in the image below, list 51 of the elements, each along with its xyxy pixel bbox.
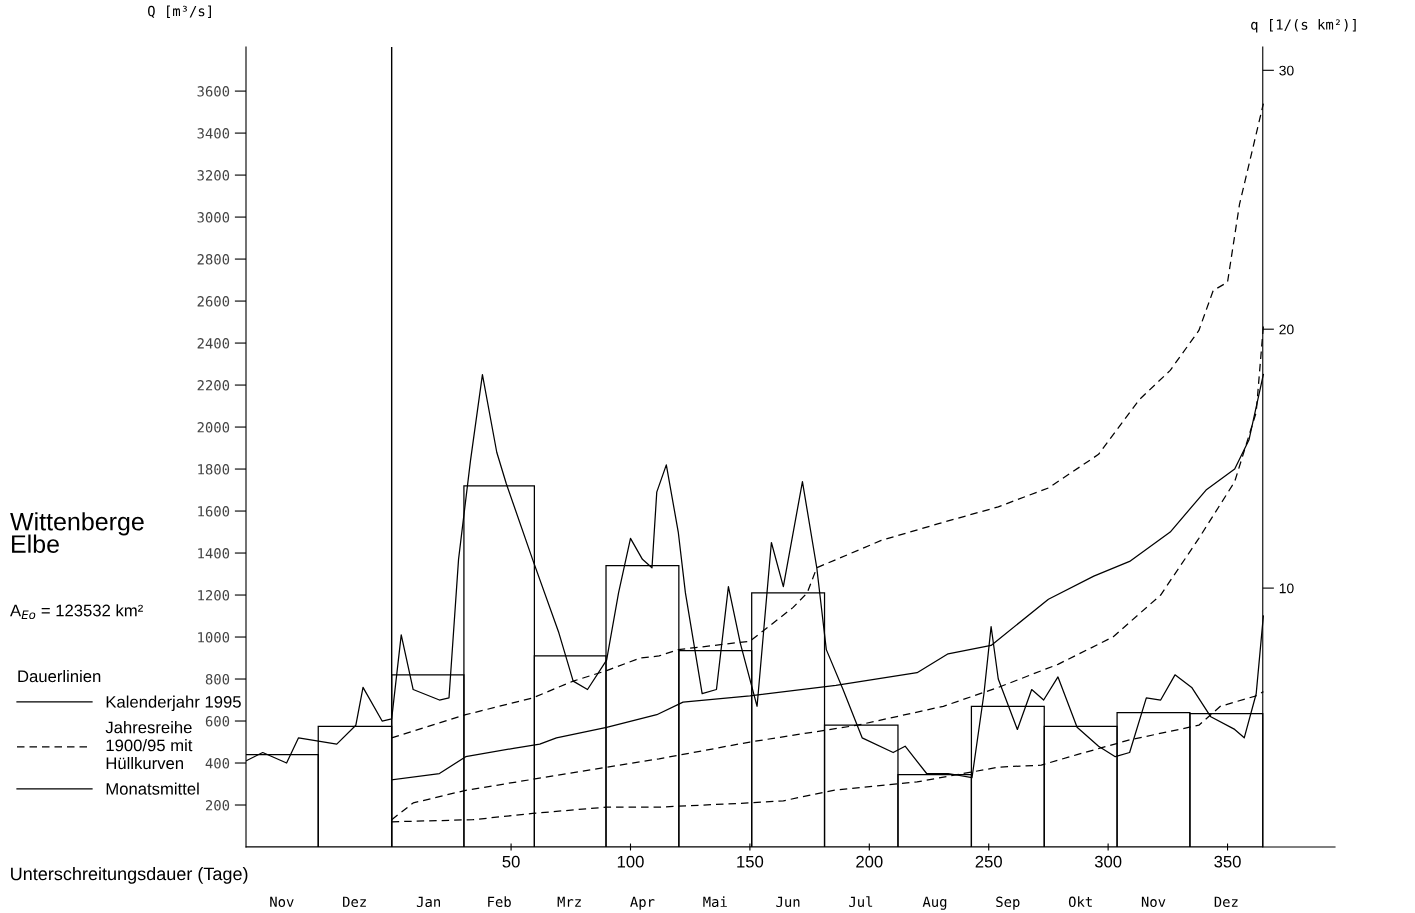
- x-tick-label: 250: [975, 855, 1002, 868]
- y-tick-label: 2000: [197, 422, 230, 433]
- y-tick-label: 1200: [198, 590, 230, 601]
- text: Mai: [703, 896, 727, 908]
- y-tick-label: 800: [205, 674, 230, 685]
- y-tick-label: 3200: [197, 170, 230, 181]
- y-tick-label: 1000: [198, 632, 230, 643]
- y2-tick-label: 20: [1279, 324, 1294, 335]
- y-tick-label: 2400: [197, 338, 230, 349]
- y-tick-label: 2200: [197, 380, 230, 391]
- y2-tick-label: 30: [1279, 65, 1294, 76]
- text: Aug: [922, 896, 947, 910]
- x-tick-label: 100: [617, 855, 644, 868]
- y-tick-label: 2600: [197, 296, 230, 307]
- x-tick-label: 200: [856, 855, 883, 868]
- text: Dez: [343, 896, 366, 908]
- legend-label: Kalenderjahr 1995: [106, 695, 241, 712]
- y-tick-label: 600: [205, 716, 230, 727]
- legend-label: Monatsmittel: [106, 782, 199, 795]
- text: Dez: [1214, 896, 1238, 908]
- text: Apr: [630, 896, 655, 910]
- text: Jan: [416, 896, 440, 908]
- text: Mrz: [557, 896, 581, 907]
- y-axis-title: Q [m³/s]: [148, 5, 211, 18]
- y-tick-label: 1800: [198, 464, 230, 475]
- text: Feb: [488, 896, 511, 908]
- y-tick-label: 1600: [198, 506, 230, 517]
- text: A$_{Eo}$ = 123532 km²: [10, 604, 143, 620]
- x-tick-label: 350: [1214, 855, 1241, 868]
- text: Nov: [270, 896, 294, 908]
- y2-tick-label: 10: [1279, 583, 1294, 594]
- text: Wittenberge Elbe: [10, 512, 144, 553]
- y-tick-label: 400: [205, 758, 230, 769]
- x-tick-label: 300: [1094, 855, 1122, 868]
- y-tick-label: 2800: [197, 254, 230, 265]
- text: Okt: [1068, 896, 1092, 908]
- y-tick-label: 3600: [197, 86, 230, 97]
- y2-axis-title: q [1/(s km²)]: [1251, 19, 1356, 33]
- y-tick-label: 3000: [197, 212, 230, 223]
- text: Jun: [776, 896, 800, 908]
- x-tick-label: 50: [502, 855, 520, 868]
- text: Nov: [1141, 896, 1166, 908]
- legend-label: Jahresreihe 1900/95 mit Hüllkurven: [105, 721, 193, 770]
- legend-title: Dauerlinien: [18, 670, 101, 683]
- text: Jul: [849, 896, 873, 908]
- text: Sep: [996, 896, 1020, 910]
- y-tick-label: 200: [205, 800, 230, 811]
- y-tick-label: 1400: [198, 548, 230, 559]
- x-tick-label: 150: [737, 855, 764, 868]
- y-tick-label: 3400: [197, 128, 230, 139]
- x-axis-title: Unterschreitungsdauer (Tage): [11, 867, 248, 884]
